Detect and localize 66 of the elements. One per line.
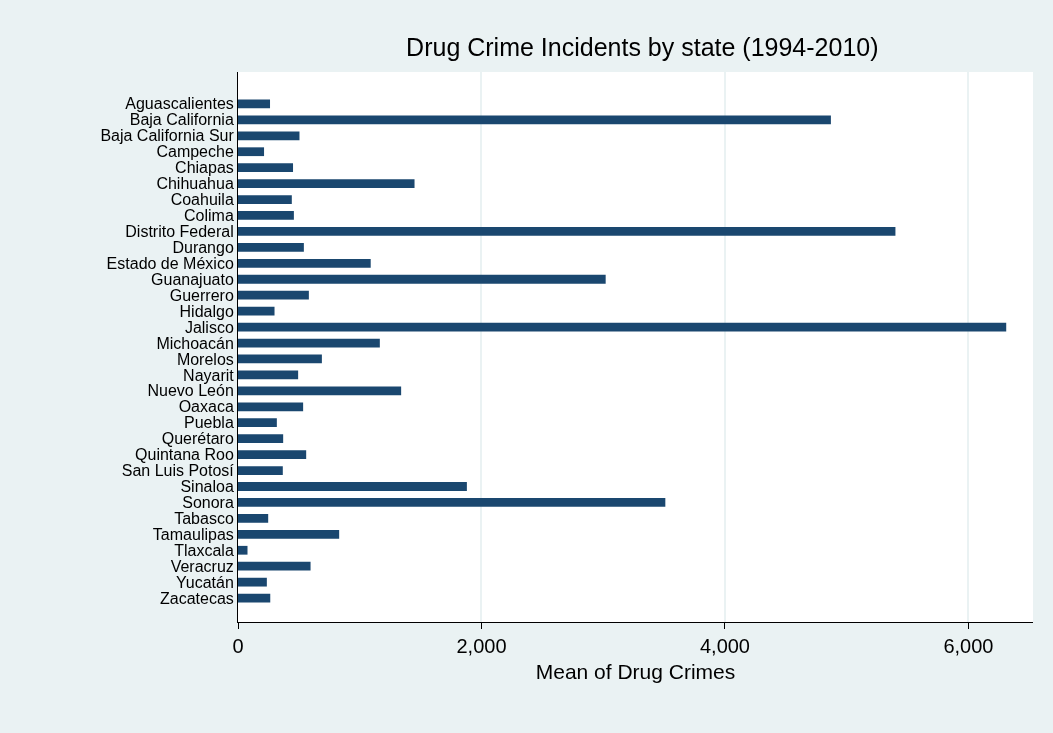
y-tick-label: Nayarit: [183, 366, 235, 384]
y-tick-label: Nuevo León: [147, 382, 234, 400]
x-tick-label: 6,000: [943, 635, 994, 657]
bar: [238, 115, 831, 125]
bar: [238, 513, 269, 523]
y-tick-label: Hidalgo: [179, 302, 234, 320]
bar: [238, 498, 666, 507]
y-tick-label: Quintana Roo: [135, 446, 234, 464]
bar: [238, 99, 271, 109]
x-tick-label: 2,000: [456, 635, 507, 657]
bar: [238, 577, 267, 587]
bar: [238, 450, 307, 459]
bar: [238, 434, 284, 444]
x-tick-label: 4,000: [699, 635, 751, 657]
x-tick-label: 0: [232, 635, 244, 657]
bar: [238, 354, 322, 364]
bar: [238, 131, 300, 141]
y-tick-label: Campeche: [156, 143, 234, 161]
y-tick-label: Baja California: [129, 111, 234, 129]
bar: [238, 242, 304, 252]
bar: [238, 322, 1007, 332]
y-tick-label: Baja California Sur: [100, 127, 235, 145]
y-tick-label: Guanajuato: [151, 270, 234, 288]
bar: [238, 306, 275, 316]
bar: [238, 529, 340, 539]
y-tick-label: Morelos: [176, 350, 234, 368]
y-tick-label: Distrito Federal: [125, 223, 234, 241]
y-tick-label: Sinaloa: [180, 478, 234, 496]
y-tick-label: Chihuahua: [156, 175, 234, 193]
bar: [238, 593, 271, 603]
bar: [238, 418, 277, 428]
bar: [238, 147, 265, 157]
bar: [238, 274, 606, 284]
bar: [238, 386, 402, 396]
y-tick-label: Puebla: [183, 414, 234, 432]
bar: [238, 402, 304, 412]
y-tick-label: Oaxaca: [178, 398, 234, 416]
bar: [238, 561, 311, 571]
y-tick-label: Aguascalientes: [125, 95, 234, 113]
bar: [238, 195, 292, 204]
y-tick-label: Zacatecas: [159, 589, 234, 607]
y-tick-label: Tamaulipas: [152, 525, 234, 543]
bar: [238, 466, 283, 475]
bar: [238, 163, 294, 173]
y-tick-label: Tabasco: [174, 509, 234, 527]
chart-title: Drug Crime Incidents by state (1994-2010): [406, 33, 879, 62]
bar: [238, 290, 309, 300]
bar: [238, 370, 299, 380]
bar: [238, 211, 294, 220]
y-tick-label: Michoacán: [156, 334, 234, 352]
y-tick-label: Colima: [184, 207, 234, 225]
y-tick-label: San Luis Potosí: [121, 462, 235, 480]
y-tick-label: Sonora: [182, 494, 234, 512]
bar: [238, 482, 467, 491]
y-tick-label: Veracruz: [170, 557, 234, 575]
y-tick-label: Yucatán: [175, 573, 234, 591]
y-tick-label: Chiapas: [175, 159, 234, 177]
x-axis-title: Mean of Drug Crimes: [535, 660, 736, 684]
y-tick-label: Coahuila: [170, 191, 234, 209]
bar: [238, 179, 415, 188]
bar: [238, 338, 380, 348]
y-tick-label: Querétaro: [161, 430, 234, 448]
y-tick-label: Durango: [172, 238, 234, 256]
bar: [238, 545, 248, 555]
bar: [238, 258, 371, 268]
bar: [238, 227, 896, 236]
